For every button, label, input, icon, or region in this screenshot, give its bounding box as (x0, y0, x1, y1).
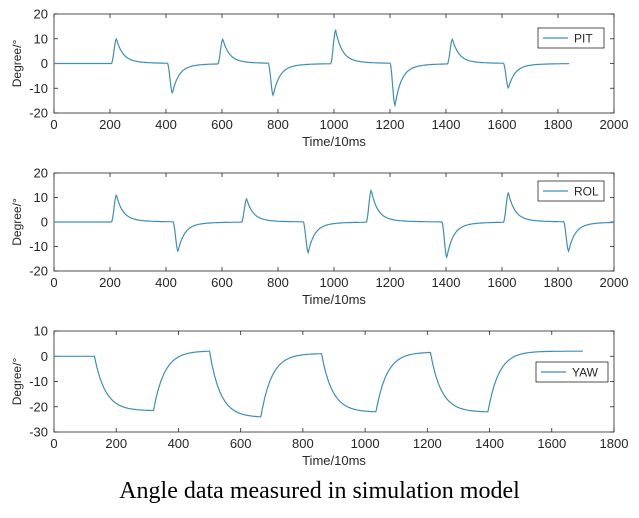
x-axis-label: Time/10ms (302, 453, 366, 468)
figure: 0 200 400 600 800 1000 1200 1400 1600 1800 2000-20… (10, 7, 628, 469)
x-tick-label: 1400 (432, 275, 461, 290)
x-tick-label: 1400 (432, 117, 461, 132)
x-tick-label: 600 (211, 275, 233, 290)
x-axis-label: Time/10ms (302, 292, 366, 307)
x-tick-label: 600 (230, 436, 252, 451)
y-tick-label: 0 (41, 56, 48, 71)
x-tick-label: 1800 (544, 275, 573, 290)
y-tick-label: 10 (34, 31, 48, 46)
x-tick-label: 1600 (488, 275, 517, 290)
y-axis-label: Degree/° (10, 198, 24, 246)
subplot-1: 0 200 400 600 800 1000 1200 1400 1600 1800 2000-20… (10, 7, 628, 150)
series-line-pit (54, 28, 570, 108)
y-tick-label: -10 (29, 81, 48, 96)
x-tick-label: 1600 (488, 117, 517, 132)
x-tick-label: 800 (267, 117, 289, 132)
x-tick-label: 200 (99, 117, 121, 132)
x-tick-label: 400 (155, 275, 177, 290)
legend: PIT (537, 27, 605, 49)
x-tick-label: 0 (50, 436, 57, 451)
y-tick-label: 20 (34, 166, 48, 181)
axes-box (53, 13, 615, 114)
x-tick-label: 0 (50, 117, 57, 132)
subplot-2: 0 200 400 600 800 1000 1200 1400 1600 1800 2000-20… (10, 166, 628, 308)
y-tick-label: -30 (29, 425, 48, 440)
x-tick-label: 800 (292, 436, 314, 451)
legend-label: YAW (572, 366, 599, 380)
x-tick-label: 600 (211, 117, 233, 132)
y-tick-label: -10 (29, 374, 48, 389)
x-tick-label: 400 (155, 117, 177, 132)
y-tick-label: 0 (41, 349, 48, 364)
x-tick-label: 1200 (376, 275, 405, 290)
x-tick-label: 1800 (544, 117, 573, 132)
y-tick-label: 10 (34, 190, 48, 205)
x-tick-label: 1000 (351, 436, 380, 451)
y-tick-label: -20 (29, 399, 48, 414)
x-tick-label: 0 (50, 275, 57, 290)
axes-box (53, 330, 615, 433)
y-axis-label: Degree/° (10, 358, 24, 406)
x-tick-label: 1800 (600, 436, 629, 451)
x-tick-label: 1400 (475, 436, 504, 451)
legend-label: ROL (574, 185, 599, 199)
y-tick-label: 20 (34, 7, 48, 22)
x-tick-label: 2000 (600, 117, 629, 132)
series-line-rol (54, 188, 614, 259)
y-tick-label: 10 (34, 324, 48, 339)
x-axis-label: Time/10ms (302, 134, 366, 149)
series-line-yaw (54, 350, 583, 418)
x-tick-label: 1000 (320, 117, 349, 132)
x-tick-label: 2000 (600, 275, 629, 290)
x-tick-label: 1600 (537, 436, 566, 451)
legend-box (535, 361, 609, 383)
subplot-3: 0 200 400 600 800 1000 1200 1400 1600 1800 -30 -20 -… (10, 324, 628, 469)
y-axis-label: Degree/° (10, 40, 24, 88)
x-tick-label: 1200 (376, 117, 405, 132)
legend: YAW (535, 361, 609, 383)
y-tick-label: -20 (29, 264, 48, 279)
legend: ROL (537, 180, 605, 202)
legend-box (537, 27, 605, 49)
x-tick-label: 400 (168, 436, 190, 451)
legend-box (537, 180, 605, 202)
y-tick-label: -10 (29, 239, 48, 254)
axes-box (53, 172, 615, 272)
y-tick-label: 0 (41, 215, 48, 230)
figure-caption: Angle data measured in simulation model (119, 478, 520, 504)
legend-label: PIT (574, 32, 593, 46)
x-tick-label: 1200 (413, 436, 442, 451)
x-tick-label: 200 (99, 275, 121, 290)
y-tick-label: -20 (29, 106, 48, 121)
x-tick-label: 800 (267, 275, 289, 290)
x-tick-label: 200 (105, 436, 127, 451)
x-tick-label: 1000 (320, 275, 349, 290)
